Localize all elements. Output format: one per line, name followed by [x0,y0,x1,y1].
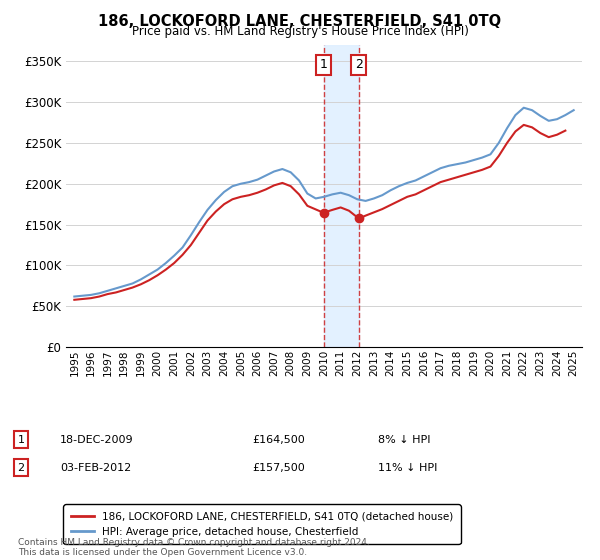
Text: 8% ↓ HPI: 8% ↓ HPI [378,435,431,445]
Text: 2: 2 [17,463,25,473]
Text: Contains HM Land Registry data © Crown copyright and database right 2024.
This d: Contains HM Land Registry data © Crown c… [18,538,370,557]
Text: £164,500: £164,500 [252,435,305,445]
Text: 03-FEB-2012: 03-FEB-2012 [60,463,131,473]
Legend: 186, LOCKOFORD LANE, CHESTERFIELD, S41 0TQ (detached house), HPI: Average price,: 186, LOCKOFORD LANE, CHESTERFIELD, S41 0… [64,505,461,544]
Text: 18-DEC-2009: 18-DEC-2009 [60,435,134,445]
Text: 1: 1 [320,58,328,72]
Text: 2: 2 [355,58,363,72]
Text: Price paid vs. HM Land Registry's House Price Index (HPI): Price paid vs. HM Land Registry's House … [131,25,469,38]
Text: 11% ↓ HPI: 11% ↓ HPI [378,463,437,473]
Text: 186, LOCKOFORD LANE, CHESTERFIELD, S41 0TQ: 186, LOCKOFORD LANE, CHESTERFIELD, S41 0… [98,14,502,29]
Bar [323,45,359,347]
Text: 1: 1 [17,435,25,445]
Text: £157,500: £157,500 [252,463,305,473]
